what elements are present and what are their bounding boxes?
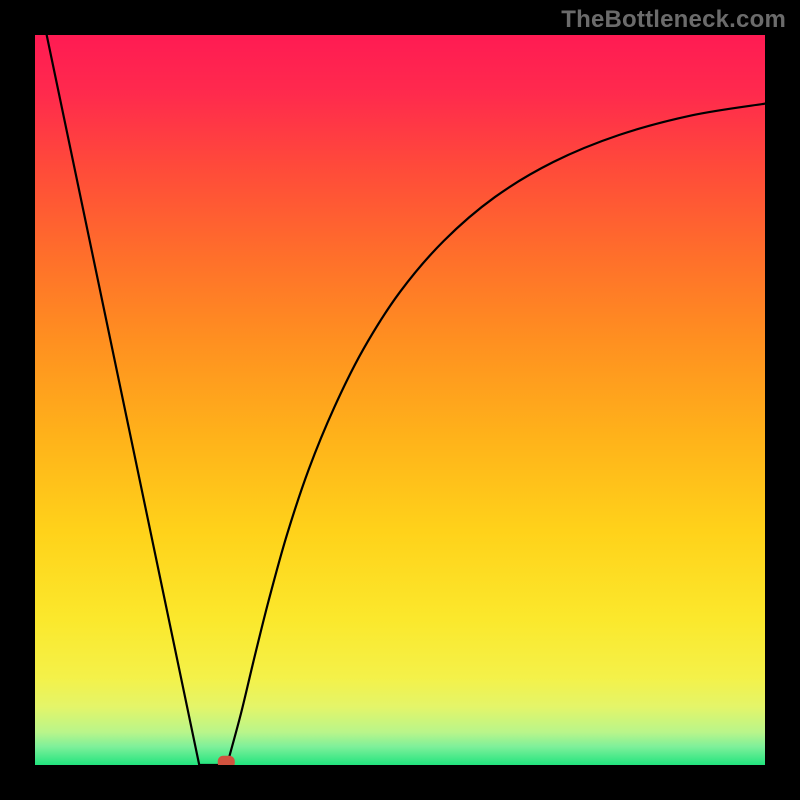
watermark-text: TheBottleneck.com [561, 6, 786, 34]
gradient-background [35, 35, 765, 765]
optimum-marker [218, 756, 234, 765]
plot-svg [35, 35, 765, 765]
